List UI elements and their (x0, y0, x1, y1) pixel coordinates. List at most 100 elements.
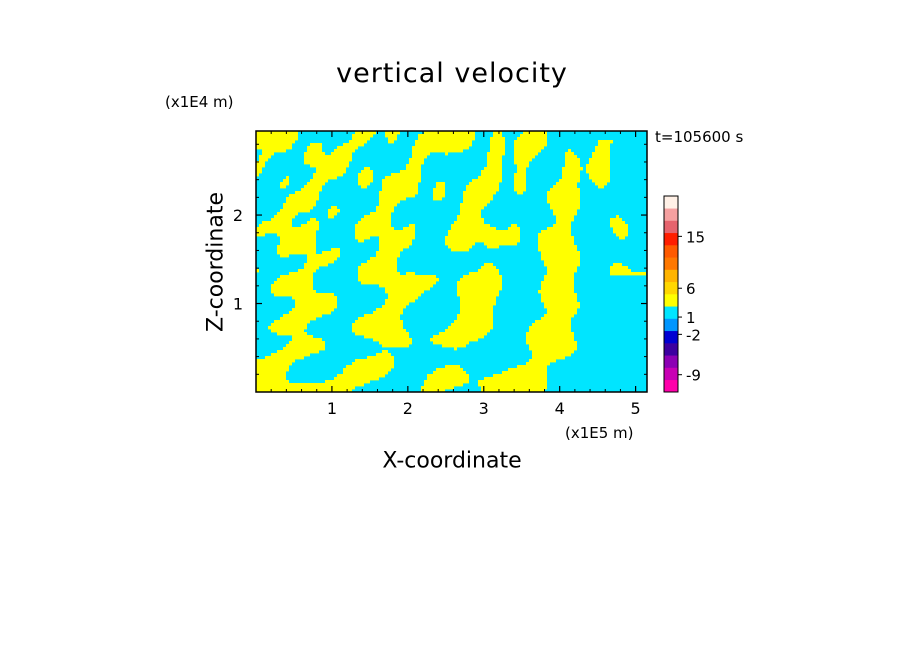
field-positive-region (370, 212, 391, 216)
field-positive-region (550, 188, 580, 192)
field-positive-region (379, 236, 415, 240)
field-positive-region (304, 158, 352, 162)
field-positive-region (592, 179, 610, 183)
field-positive-region (541, 230, 571, 234)
field-positive-region (412, 155, 427, 159)
x-axis-label: X-coordinate (382, 448, 522, 474)
field-positive-region (304, 185, 322, 189)
field-positive-region (277, 248, 316, 252)
x-tick-label: 1 (327, 399, 337, 418)
field-positive-region (538, 233, 571, 237)
field-positive-region (355, 320, 403, 324)
field-positive-region (256, 269, 259, 273)
field-positive-region (508, 368, 547, 372)
field-positive-region (283, 203, 316, 207)
field-positive-region (553, 224, 571, 228)
field-positive-region (376, 251, 400, 255)
field-positive-region (310, 164, 349, 168)
colorbar-segment (664, 367, 678, 381)
field-positive-region (256, 374, 286, 378)
field-positive-region (529, 359, 556, 363)
field-positive-region (511, 224, 517, 228)
colorbar-segment (664, 245, 678, 258)
colorbar-tick-label: -9 (686, 367, 701, 385)
field-positive-region (481, 173, 502, 177)
colorbar-tick-label: 1 (686, 309, 696, 327)
field-positive-region (514, 188, 526, 192)
field-positive-region (361, 263, 397, 267)
field-positive-region (541, 299, 577, 303)
field-positive-region (493, 374, 547, 378)
field-positive-region (256, 233, 265, 237)
field-positive-region (565, 152, 574, 156)
field-positive-region (448, 230, 520, 234)
field-positive-region (352, 137, 370, 141)
field-positive-region (316, 167, 346, 171)
field-positive-region (613, 227, 628, 231)
field-positive-region (544, 302, 580, 306)
colorbar-segment (664, 306, 678, 319)
field-positive-region (358, 275, 436, 279)
field-positive-region (460, 278, 502, 282)
field-positive-region (286, 176, 289, 180)
field-positive-region (280, 185, 286, 189)
field-positive-region (484, 377, 547, 381)
field-positive-region (256, 227, 319, 231)
field-positive-region (451, 248, 469, 252)
field-positive-region (343, 371, 388, 375)
field-positive-region (370, 257, 397, 261)
field-positive-region (487, 158, 502, 162)
field-positive-region (589, 176, 610, 180)
field-positive-region (304, 266, 319, 270)
field-positive-region (385, 290, 424, 294)
field-positive-region (514, 143, 547, 147)
field-positive-region (289, 341, 325, 345)
field-positive-region (535, 320, 571, 324)
field-positive-region (427, 377, 469, 381)
colorbar-segment (664, 355, 678, 368)
field-positive-region (346, 365, 394, 369)
field-positive-region (529, 344, 577, 348)
field-positive-region (277, 332, 307, 336)
field-positive-region (358, 317, 400, 321)
field-positive-region (547, 197, 580, 201)
field-positive-region (547, 194, 580, 198)
field-positive-region (271, 323, 307, 327)
field-positive-region (466, 188, 499, 192)
field-positive-region (379, 197, 406, 201)
field-positive-region (448, 233, 520, 237)
field-positive-region (589, 161, 610, 165)
field-positive-region (277, 212, 298, 216)
field-positive-region (343, 143, 364, 147)
field-positive-region (502, 371, 547, 375)
field-positive-region (406, 167, 421, 171)
field-positive-region (544, 305, 580, 309)
field-positive-region (460, 209, 481, 213)
field-positive-region (487, 155, 502, 159)
field-positive-region (529, 347, 577, 351)
field-positive-region (292, 338, 322, 342)
field-positive-region (544, 278, 574, 282)
field-positive-region (349, 140, 367, 144)
field-positive-region (292, 335, 313, 339)
field-positive-region (355, 359, 394, 363)
field-positive-region (460, 206, 484, 210)
field-positive-region (544, 260, 580, 264)
field-positive-region (256, 380, 289, 384)
field-positive-region (586, 170, 610, 174)
field-positive-region (457, 281, 502, 285)
field-positive-region (295, 302, 337, 306)
field-positive-region (355, 224, 391, 228)
field-positive-region (283, 314, 322, 318)
field-positive-region (562, 167, 583, 171)
field-positive-region (385, 302, 409, 306)
field-positive-region (256, 371, 286, 375)
colorbar-tick-label: 6 (686, 280, 696, 298)
field-positive-region (553, 212, 577, 216)
colorbar-segment (664, 269, 678, 283)
field-positive-region (292, 308, 334, 312)
field-positive-region (439, 332, 487, 336)
field-positive-region (277, 233, 316, 237)
field-positive-region (355, 230, 415, 234)
field-positive-region (280, 182, 289, 186)
